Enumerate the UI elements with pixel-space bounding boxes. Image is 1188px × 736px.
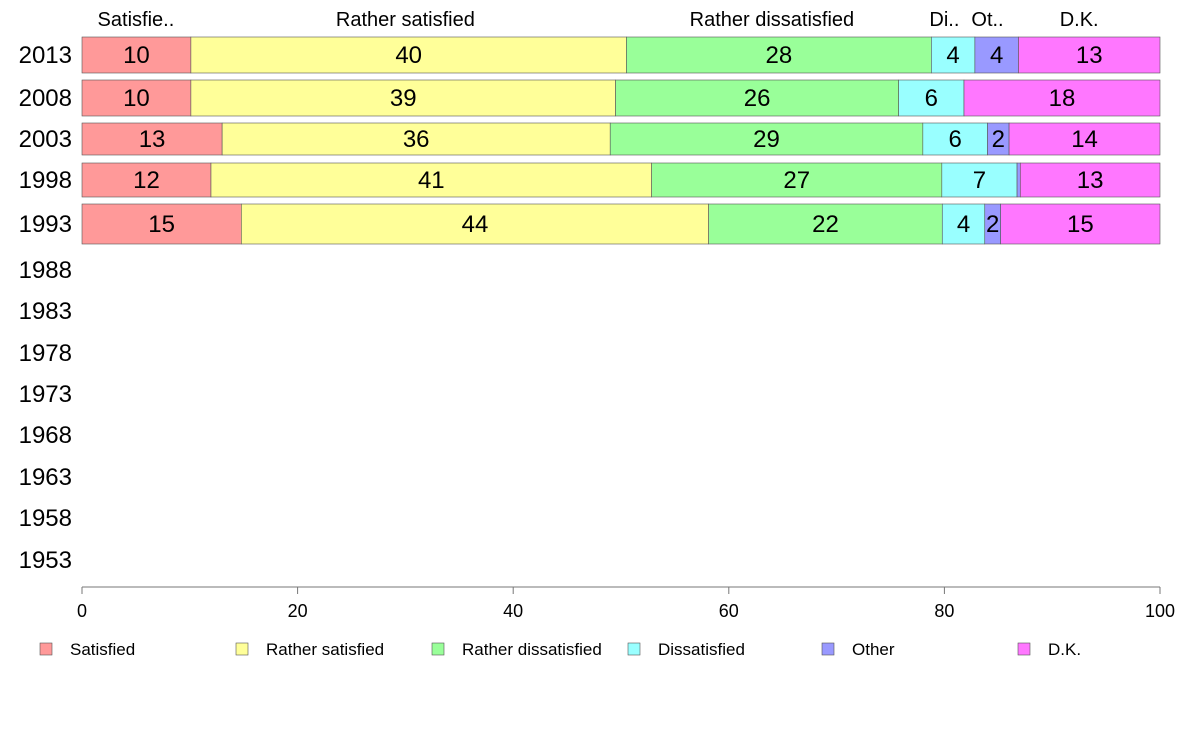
value-label-2008-2: 26: [744, 85, 771, 112]
value-label-2013-4: 4: [990, 42, 1003, 69]
value-label-1993-2: 22: [812, 211, 839, 238]
header-label-4: Ot..: [971, 9, 1003, 31]
bar-2013-rather-dissatisfied: [626, 36, 932, 74]
value-label-1993-4: 2: [986, 211, 999, 238]
bar-2003-d-k-: [1008, 122, 1161, 156]
value-label-2003-0: 13: [139, 126, 166, 153]
legend-swatch-0: [39, 642, 53, 656]
legend-label-0: Satisfied: [70, 640, 135, 659]
value-label-2008-5: 18: [1049, 85, 1076, 112]
bar-1998-rather-satisfied: [210, 162, 652, 198]
legend-label-1: Rather satisfied: [266, 640, 384, 659]
legend-swatch-1: [235, 642, 249, 656]
x-tick-label-40: 40: [503, 601, 523, 621]
value-label-1993-5: 15: [1067, 211, 1094, 238]
x-tick-label-20: 20: [288, 601, 308, 621]
year-label-1958: 1958: [19, 505, 72, 532]
value-label-1993-0: 15: [148, 211, 175, 238]
value-label-2003-4: 2: [992, 126, 1005, 153]
value-label-2003-1: 36: [403, 126, 430, 153]
year-label-1963: 1963: [19, 464, 72, 491]
legend-label-4: Other: [852, 640, 895, 659]
value-label-1993-1: 44: [462, 211, 489, 238]
bar-1993-d-k-: [1000, 203, 1161, 245]
value-label-2013-1: 40: [395, 42, 422, 69]
year-label-1983: 1983: [19, 298, 72, 325]
year-label-1953: 1953: [19, 547, 72, 574]
value-label-1993-3: 4: [957, 211, 970, 238]
legend-label-5: D.K.: [1048, 640, 1081, 659]
year-label-2003: 2003: [19, 126, 72, 153]
year-label-1978: 1978: [19, 340, 72, 367]
bar-2008-rather-satisfied: [190, 79, 616, 117]
year-label-1988: 1988: [19, 257, 72, 284]
bar-1998-other: [1016, 162, 1021, 198]
legend-swatch-5: [1017, 642, 1031, 656]
year-label-2008: 2008: [19, 85, 72, 112]
value-label-2013-2: 28: [766, 42, 793, 69]
header-label-1: Rather satisfied: [336, 9, 475, 31]
bar-1998-d-k-: [1019, 162, 1161, 198]
bar-2013-rather-satisfied: [190, 36, 627, 74]
bar-2008-rather-dissatisfied: [615, 79, 899, 117]
header-label-0: Satisfie..: [98, 9, 175, 31]
value-label-2003-3: 6: [949, 126, 962, 153]
x-tick-label-100: 100: [1145, 601, 1175, 621]
bar-2003-rather-dissatisfied: [609, 122, 924, 156]
bar-1993-rather-dissatisfied: [708, 203, 943, 245]
year-label-1993: 1993: [19, 211, 72, 238]
value-label-2003-2: 29: [753, 126, 780, 153]
legend-swatch-3: [627, 642, 641, 656]
bar-2003-satisfied: [81, 122, 223, 156]
year-label-1973: 1973: [19, 381, 72, 408]
bar-1993-rather-satisfied: [241, 203, 709, 245]
value-label-1998-1: 41: [418, 167, 445, 194]
bar-2008-dissatisfied: [898, 79, 965, 117]
bar-2013-d-k-: [1018, 36, 1161, 74]
value-label-2013-3: 4: [946, 42, 959, 69]
value-label-2008-0: 10: [123, 85, 150, 112]
bar-1998-dissatisfied: [941, 162, 1018, 198]
bar-2013-other: [974, 36, 1019, 74]
header-label-2: Rather dissatisfied: [690, 9, 855, 31]
value-label-2013-0: 10: [123, 42, 150, 69]
value-label-2003-5: 14: [1071, 126, 1098, 153]
x-tick-label-80: 80: [934, 601, 954, 621]
value-label-1998-3: 7: [973, 167, 986, 194]
year-label-1998: 1998: [19, 167, 72, 194]
header-label-5: D.K.: [1060, 9, 1099, 31]
x-tick-label-0: 0: [77, 601, 87, 621]
value-label-2008-1: 39: [390, 85, 417, 112]
value-label-1998-2: 27: [783, 167, 810, 194]
legend-swatch-4: [821, 642, 835, 656]
bar-1993-satisfied: [81, 203, 242, 245]
bar-1998-satisfied: [81, 162, 212, 198]
value-label-1998-0: 12: [133, 167, 160, 194]
value-label-1998-5: 13: [1077, 167, 1104, 194]
bar-2013-satisfied: [81, 36, 192, 74]
year-label-2013: 2013: [19, 42, 72, 69]
bar-2008-satisfied: [81, 79, 192, 117]
header-label-3: Di..: [929, 9, 959, 31]
legend-swatch-2: [431, 642, 445, 656]
bar-1993-dissatisfied: [941, 203, 986, 245]
legend-label-3: Dissatisfied: [658, 640, 745, 659]
year-label-1968: 1968: [19, 422, 72, 449]
bar-2013-dissatisfied: [931, 36, 976, 74]
value-label-2013-5: 13: [1076, 42, 1103, 69]
bar-2008-d-k-: [963, 79, 1161, 117]
value-label-2008-3: 6: [925, 85, 938, 112]
bar-1998-rather-dissatisfied: [651, 162, 943, 198]
x-tick-label-60: 60: [719, 601, 739, 621]
legend-label-2: Rather dissatisfied: [462, 640, 602, 659]
bar-2003-rather-satisfied: [221, 122, 611, 156]
